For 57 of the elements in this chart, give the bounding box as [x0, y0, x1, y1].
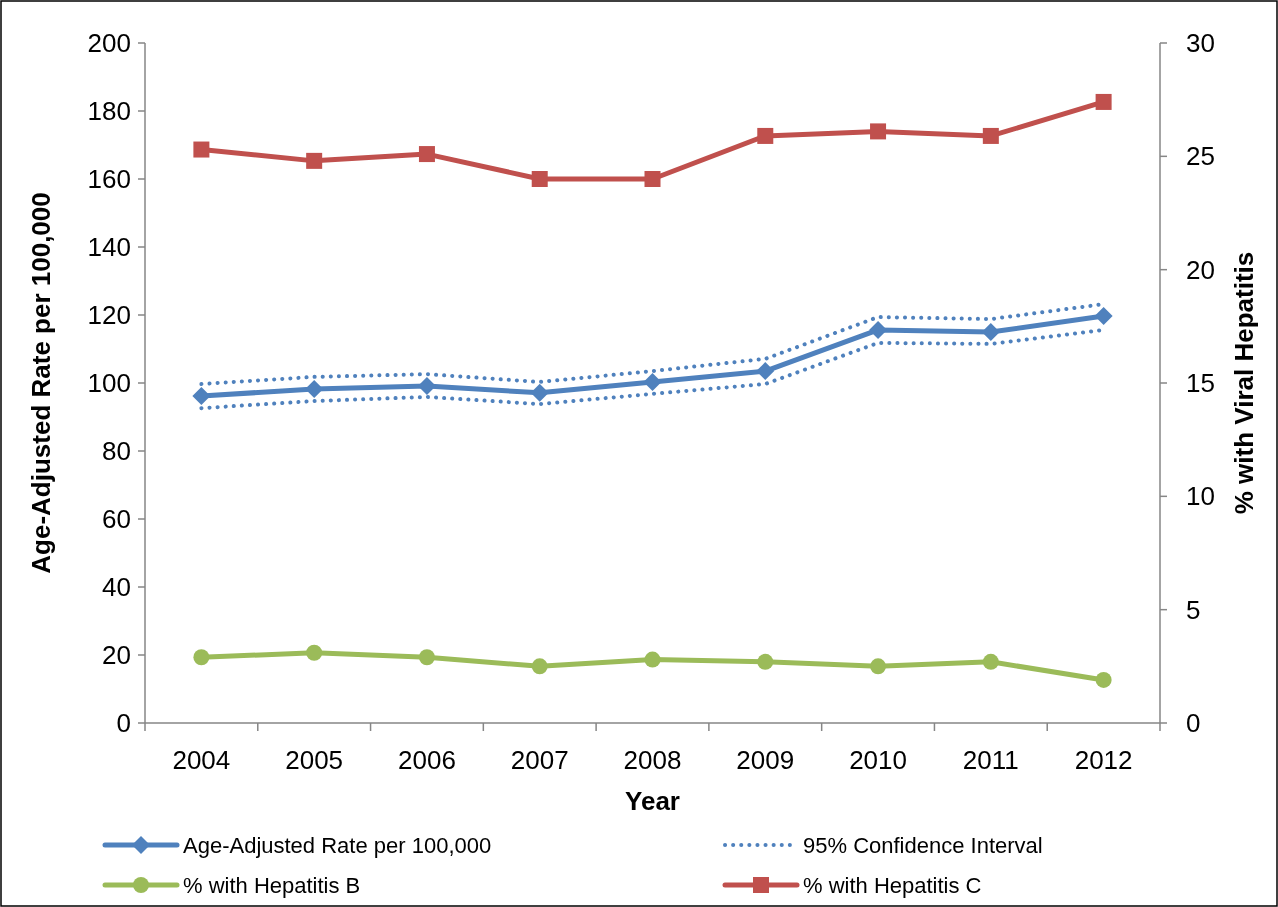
y-tick-label: 0: [116, 708, 131, 739]
point: [870, 123, 887, 140]
point: [418, 146, 435, 163]
y2-tick-label: 10: [1186, 481, 1215, 512]
x-axis-title: Year: [625, 786, 680, 816]
point: [757, 127, 774, 144]
y2-tick-label: 20: [1186, 254, 1215, 285]
point: [870, 658, 887, 675]
point: [757, 653, 774, 670]
y-tick-label: 160: [87, 164, 131, 195]
x-tick-label: 2011: [962, 745, 1019, 775]
point: [643, 372, 662, 391]
y-tick-label: 120: [87, 300, 131, 331]
legend-label: % with Hepatitis C: [803, 872, 982, 898]
y-tick-label: 200: [87, 28, 131, 59]
y-axis-title: Age-Adjusted Rate per 100,000: [26, 192, 56, 574]
legend-label: Age-Adjusted Rate per 100,000: [183, 832, 492, 858]
point: [1095, 93, 1112, 110]
point: [531, 171, 548, 187]
point: [982, 127, 999, 144]
y-tick-label: 100: [87, 368, 131, 399]
point: [982, 653, 999, 670]
y-tick-label: 20: [102, 640, 131, 671]
y-tick-label: 140: [87, 232, 131, 263]
point: [306, 644, 323, 661]
x-tick-label: 2008: [623, 745, 682, 775]
point: [418, 649, 435, 666]
point: [193, 649, 210, 666]
point: [530, 383, 549, 402]
x-tick-label: 2007: [510, 745, 569, 775]
x-tick-label: 2012: [1074, 745, 1133, 775]
y2-tick-label: 5: [1186, 594, 1201, 625]
x-tick-label: 2006: [398, 745, 456, 775]
y2-axis-title: % with Viral Hepatitis: [1229, 251, 1259, 515]
x-tick-label: 2004: [172, 745, 231, 775]
point: [644, 171, 661, 187]
y-tick-label: 40: [102, 572, 131, 603]
y2-tick-label: 15: [1186, 368, 1215, 399]
y2-tick-label: 25: [1186, 141, 1215, 172]
point: [306, 152, 323, 169]
point: [1094, 307, 1113, 326]
point: [531, 658, 548, 675]
legend-label: 95% Confidence Interval: [803, 832, 1043, 858]
x-tick-label: 2009: [736, 745, 795, 775]
point: [192, 386, 211, 405]
point: [644, 651, 661, 668]
y-tick-label: 80: [102, 436, 131, 467]
y-tick-label: 60: [102, 504, 131, 535]
x-tick-label: 2005: [285, 745, 344, 775]
legend-label: % with Hepatitis B: [183, 872, 361, 898]
point: [193, 141, 210, 158]
y-tick-label: 180: [87, 96, 131, 127]
point: [1095, 671, 1112, 688]
x-tick-label: 2010: [849, 745, 907, 775]
y2-tick-label: 0: [1186, 708, 1201, 739]
y2-tick-label: 30: [1186, 28, 1215, 59]
point: [756, 362, 775, 381]
